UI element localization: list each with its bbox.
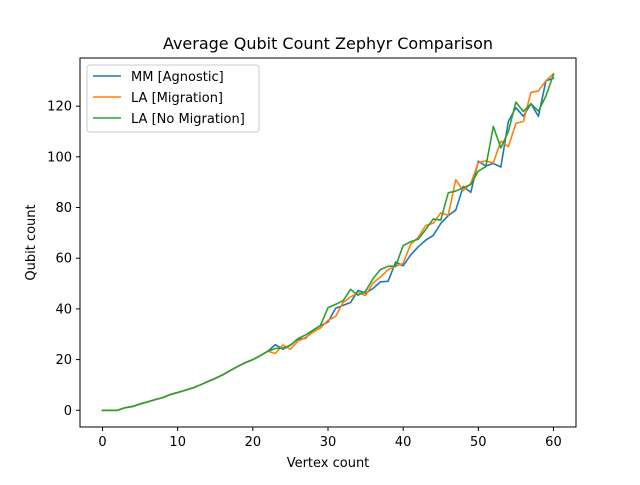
y-tick-label: 0 <box>64 404 72 419</box>
y-axis-label: Qubit count <box>24 204 39 280</box>
legend-label-2: LA [No Migration] <box>131 112 245 127</box>
x-tick-label: 30 <box>320 435 337 450</box>
x-tick-label: 10 <box>169 435 186 450</box>
legend-box <box>86 64 260 133</box>
legend: MM [Agnostic] LA [Migration] LA [No Migrat… <box>86 64 260 133</box>
y-tick-label: 40 <box>55 302 72 317</box>
y-axis: 0 20 40 60 80 100 120 <box>47 100 80 419</box>
y-tick-label: 120 <box>47 100 72 115</box>
x-tick-label: 0 <box>98 435 106 450</box>
y-tick-label: 100 <box>47 150 72 165</box>
legend-label-1: LA [Migration] <box>131 91 223 106</box>
plot-lines <box>101 72 555 412</box>
series-line-2 <box>101 73 555 412</box>
chart-title: Average Qubit Count Zephyr Comparison <box>163 34 493 53</box>
x-tick-label: 40 <box>395 435 412 450</box>
x-tick-label: 60 <box>545 435 562 450</box>
x-tick-label: 50 <box>470 435 487 450</box>
y-tick-label: 60 <box>55 252 72 267</box>
x-axis-label: Vertex count <box>287 456 370 471</box>
y-tick-label: 20 <box>55 353 72 368</box>
legend-label-0: MM [Agnostic] <box>131 70 224 85</box>
x-axis: 0 10 20 30 40 50 60 <box>98 427 562 450</box>
y-tick-label: 80 <box>55 201 72 216</box>
x-tick-label: 20 <box>245 435 262 450</box>
